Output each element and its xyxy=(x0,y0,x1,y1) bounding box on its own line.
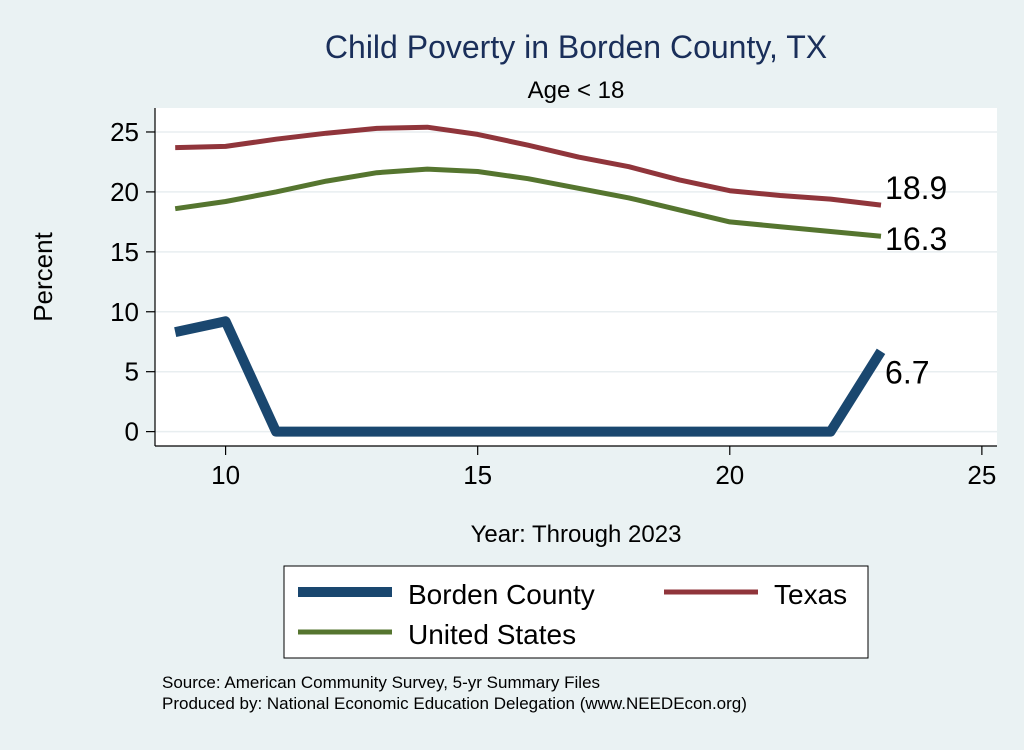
legend-label-united-states: United States xyxy=(408,619,576,650)
chart-subtitle: Age < 18 xyxy=(528,77,625,104)
end-label-texas: 18.9 xyxy=(885,170,947,206)
y-tick-label-0: 0 xyxy=(125,417,139,447)
series-line-united-states xyxy=(174,166,882,239)
axes xyxy=(154,108,997,447)
x-axis-title: Year: Through 2023 xyxy=(471,521,682,548)
x-tick-label-20: 20 xyxy=(715,460,744,490)
legend-box xyxy=(283,565,869,659)
y-tick-label-10: 10 xyxy=(110,297,139,327)
series-line-borden-county xyxy=(174,316,886,437)
end-label-borden-county: 6.7 xyxy=(885,354,929,390)
series-lines xyxy=(174,124,886,437)
producer-note: Produced by: National Economic Education… xyxy=(162,694,747,713)
axis-ticks: 0 5 10 15 20 25 10 15 20 25 xyxy=(110,117,996,490)
series-line-texas xyxy=(175,124,882,208)
legend: Borden County Texas United States xyxy=(283,565,869,659)
y-axis-title: Percent xyxy=(28,231,58,321)
x-tick-label-10: 10 xyxy=(211,460,240,490)
y-tick-label-5: 5 xyxy=(125,357,139,387)
y-tick-label-20: 20 xyxy=(110,177,139,207)
y-tick-label-15: 15 xyxy=(110,237,139,267)
x-tick-label-25: 25 xyxy=(967,460,996,490)
source-note: Source: American Community Survey, 5-yr … xyxy=(162,673,600,692)
end-label-united-states: 16.3 xyxy=(885,221,947,257)
x-tick-label-15: 15 xyxy=(463,460,492,490)
end-labels: 18.9 16.3 6.7 xyxy=(885,170,947,390)
legend-label-borden-county: Borden County xyxy=(408,579,595,610)
chart-title: Child Poverty in Borden County, TX xyxy=(325,29,827,65)
y-tick-label-25: 25 xyxy=(110,117,139,147)
legend-label-texas: Texas xyxy=(774,579,847,610)
